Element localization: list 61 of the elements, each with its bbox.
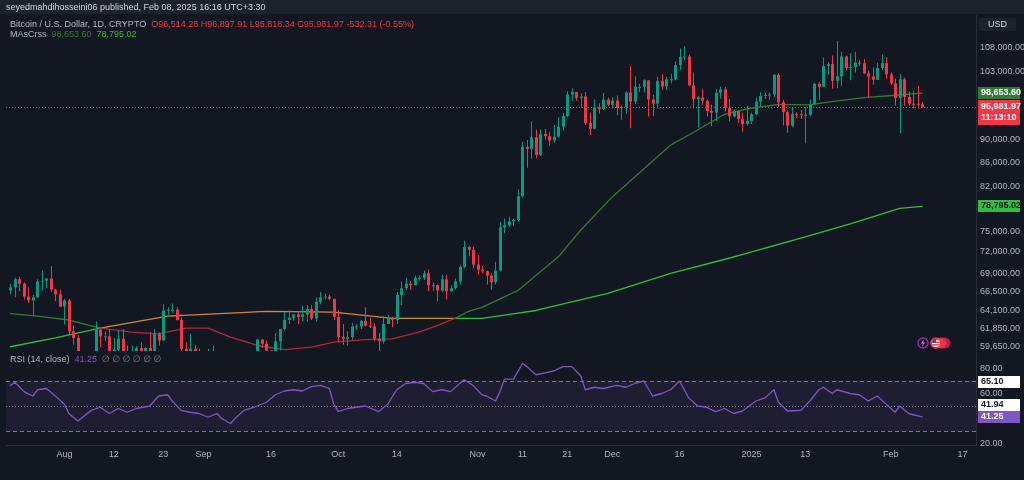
candlestick [795, 112, 798, 119]
y-tick-label: 80.00 [980, 362, 1003, 373]
text: 11:13:10 [981, 112, 1017, 123]
annotation: 78,795.02 [96, 29, 137, 39]
x-tick-label: Nov [469, 448, 487, 459]
candlestick [670, 73, 673, 84]
x-tick-label: Oct [331, 448, 346, 459]
x-tick-label: 11 [517, 448, 528, 459]
x-tick-label: 2025 [741, 448, 762, 459]
annotation: ∅ ∅ ∅ ∅ ∅ ∅ [102, 354, 162, 364]
y-tick-label: 64,100.00 [980, 304, 1021, 315]
x-tick-label: Feb [882, 448, 899, 459]
y-tick-label: 60.00 [980, 387, 1003, 398]
candlestick [917, 85, 920, 109]
y-tick-label: 59,650.00 [980, 341, 1021, 352]
y-tick-label: 69,000.00 [980, 267, 1021, 278]
y-tick-label: 61,850.00 [980, 322, 1021, 333]
candlestick [710, 104, 713, 127]
x-tick-label: 14 [391, 448, 402, 459]
candlestick [171, 303, 174, 313]
candlestick [104, 331, 107, 342]
x-tick-label: 13 [800, 448, 811, 459]
y-tick-label: 108,000.00 [980, 42, 1024, 53]
text: 98,653.60 [981, 87, 1022, 98]
y-tick-label: 20.00 [980, 437, 1003, 448]
text: 41.25 [981, 411, 1004, 422]
annotation: MAsCrss [10, 29, 47, 39]
x-tick-label: Sep [195, 448, 212, 459]
candlestick [41, 270, 44, 291]
x-tick-label: Dec [604, 448, 621, 459]
candlestick [620, 105, 623, 120]
x-tick-label: Aug [56, 448, 73, 459]
y-axis-title: USD [979, 18, 1016, 31]
text: 78,795.02 [981, 200, 1022, 211]
x-tick-label: 12 [108, 448, 119, 459]
x-tick-label: 16 [674, 448, 685, 459]
y-tick-label: 72,000.00 [980, 246, 1021, 257]
y-tick-label: 103,000.00 [980, 65, 1024, 76]
x-tick-label: 23 [158, 448, 169, 459]
annotation: 98,653.60 [51, 29, 92, 39]
annotation: 41.25 [74, 354, 98, 364]
text: Bitcoin / U.S. Dollar, 1D, CRYPTO [10, 19, 147, 29]
x-tick-label: 21 [562, 448, 573, 459]
text: 41.94 [981, 399, 1004, 410]
y-tick-label: 75,000.00 [980, 225, 1021, 236]
text: seyedmahdihosseini06 published, Feb 08, 2025 16:16 UTC+3:30 [6, 2, 266, 12]
y-tick-label: 66,500.00 [980, 286, 1021, 297]
y-tick-label: 90,000.00 [980, 133, 1021, 144]
candlestick [342, 324, 345, 345]
candlestick [867, 70, 870, 98]
y-tick-label: 82,000.00 [980, 180, 1021, 191]
chart-title: RSI (14, close) [10, 354, 70, 364]
x-tick-label: 17 [957, 448, 968, 459]
candlestick [849, 53, 852, 81]
candlestick [683, 46, 686, 61]
text: 65.10 [981, 376, 1004, 387]
y-tick-label: 86,000.00 [980, 156, 1021, 167]
candlestick [804, 107, 807, 144]
text: O96,514.28 H96,897.91 L95,818.34 C95,981.97 -532.31 (-0.55%) [151, 19, 414, 29]
x-tick-label: 16 [265, 448, 276, 459]
candlestick [324, 293, 327, 300]
